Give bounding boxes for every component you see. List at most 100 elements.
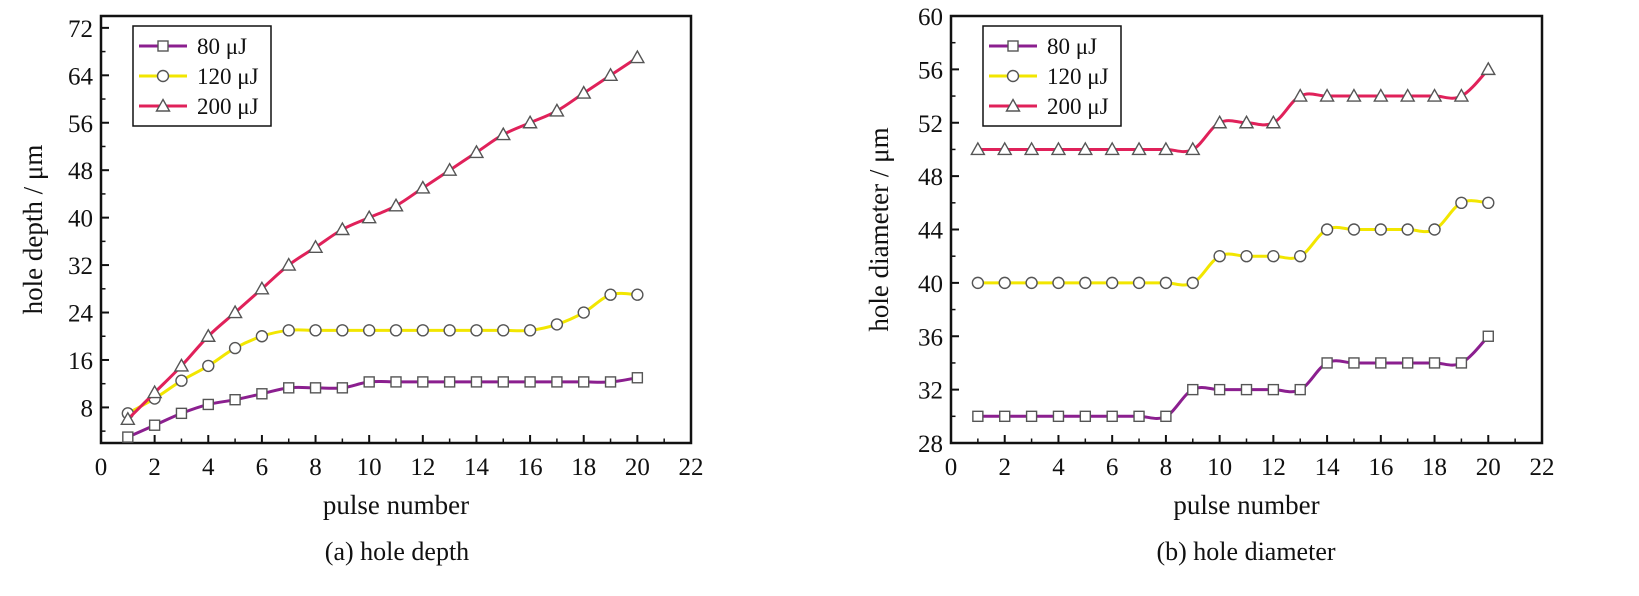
data-point-0-9: [1213, 383, 1226, 396]
y-tick-label: 40: [918, 271, 943, 298]
data-point-0-5: [256, 388, 268, 400]
x-tick-label: 12: [410, 454, 435, 481]
data-point-1-7: [1159, 276, 1173, 290]
data-point-2-18: [602, 67, 619, 82]
y-tick-label: 32: [68, 253, 93, 280]
x-tick-label: 18: [571, 454, 596, 481]
y-tick-label: 52: [918, 111, 943, 138]
data-point-0-4: [1079, 410, 1092, 423]
data-point-0-19: [1482, 330, 1494, 342]
data-point-0-10: [390, 376, 402, 388]
legend-label-2: 200 μJ: [197, 94, 259, 119]
y-tick-label: 28: [918, 431, 943, 458]
data-point-2-15: [522, 114, 538, 129]
data-point-2-9: [361, 209, 377, 224]
y-tick-label: 56: [68, 111, 93, 138]
data-point-0-15: [1375, 357, 1387, 369]
y-tick-label: 48: [68, 158, 93, 185]
legend-marker-1: [156, 69, 170, 83]
y-tick-label: 60: [918, 4, 943, 31]
data-point-2-8: [334, 221, 351, 236]
chart-caption: (a) hole depth: [325, 537, 469, 566]
data-point-0-8: [336, 382, 349, 394]
data-point-2-17: [1426, 88, 1443, 102]
data-point-0-15: [524, 376, 536, 388]
data-point-1-12: [1294, 249, 1307, 263]
data-point-0-11: [1267, 383, 1280, 396]
data-point-1-7: [309, 324, 322, 337]
data-point-0-14: [497, 376, 509, 388]
legend-label-1: 120 μJ: [1047, 64, 1109, 89]
x-tick-label: 22: [1530, 454, 1555, 481]
data-point-1-13: [1320, 223, 1334, 236]
data-point-1-8: [1186, 276, 1199, 290]
data-point-0-16: [1401, 357, 1414, 369]
y-tick-label: 40: [68, 206, 93, 233]
data-point-0-16: [551, 376, 563, 388]
data-point-2-10: [388, 197, 404, 212]
x-tick-label: 6: [256, 454, 269, 481]
legend-label-1: 120 μJ: [197, 64, 259, 89]
data-point-1-3: [1052, 276, 1065, 290]
x-tick-label: 8: [309, 454, 322, 481]
data-point-1-4: [1079, 276, 1092, 290]
data-point-2-7: [307, 239, 324, 253]
data-point-1-13: [470, 324, 483, 337]
data-point-2-1: [997, 141, 1013, 156]
data-point-2-13: [1319, 88, 1335, 102]
data-point-1-16: [1401, 223, 1414, 236]
data-point-1-1: [998, 276, 1011, 290]
data-point-0-13: [470, 376, 483, 388]
y-tick-label: 36: [918, 324, 943, 351]
data-point-0-13: [1321, 357, 1333, 369]
data-point-1-17: [577, 306, 590, 319]
data-point-2-12: [441, 162, 458, 176]
data-point-0-1: [148, 419, 161, 431]
x-tick-label: 16: [518, 454, 543, 481]
data-point-1-19: [631, 288, 644, 301]
data-point-1-2: [175, 374, 188, 387]
data-point-1-15: [1374, 223, 1388, 236]
data-point-0-4: [229, 394, 241, 406]
x-tick-label: 20: [1476, 454, 1501, 481]
data-point-2-12: [1292, 88, 1308, 102]
x-tick-label: 14: [464, 454, 490, 481]
x-tick-label: 8: [1160, 454, 1173, 481]
data-point-0-0: [122, 431, 134, 443]
x-axis-title: pulse number: [323, 490, 469, 520]
data-point-0-18: [1455, 357, 1468, 369]
data-point-0-7: [309, 382, 322, 394]
data-point-0-8: [1187, 383, 1199, 396]
data-point-1-14: [1347, 223, 1361, 236]
data-point-0-7: [1160, 410, 1172, 423]
x-tick-label: 18: [1422, 454, 1447, 481]
data-point-1-6: [1132, 276, 1146, 290]
data-point-1-2: [1025, 276, 1038, 290]
data-point-2-7: [1158, 141, 1174, 156]
x-tick-label: 6: [1106, 454, 1119, 481]
data-point-0-12: [1294, 383, 1306, 396]
legend-label-0: 80 μJ: [197, 34, 247, 59]
legend: 80 μJ 120 μJ 200 μJ: [982, 25, 1122, 127]
x-tick-label: 2: [148, 454, 161, 481]
chart-hole-depth: 0 2 4 6 8 10 12 14 16 18 20 2281624324048566472puls…: [18, 14, 704, 566]
data-point-1-0: [971, 276, 985, 290]
data-point-0-17: [578, 376, 590, 388]
x-tick-label: 10: [357, 454, 382, 481]
data-point-2-1: [146, 384, 163, 399]
x-tick-label: 12: [1261, 454, 1286, 481]
chart-caption: (b) hole diameter: [1156, 537, 1335, 566]
data-point-2-5: [254, 280, 270, 295]
chart-hole-diameter: 0 2 4 6 8 10 12 14 16 18 20 22 28 32 36 40 44 48 52 56 60 pul…: [864, 4, 1555, 566]
data-point-0-3: [1052, 410, 1065, 423]
data-point-0-12: [443, 376, 456, 388]
data-point-2-3: [1050, 141, 1067, 156]
data-point-1-10: [1240, 249, 1253, 263]
data-point-2-11: [1265, 114, 1282, 129]
data-point-0-9: [363, 376, 375, 388]
legend-marker-0: [157, 40, 169, 52]
x-tick-label: 10: [1207, 454, 1232, 481]
legend-marker-0: [1007, 40, 1019, 52]
data-point-2-0: [120, 411, 136, 425]
